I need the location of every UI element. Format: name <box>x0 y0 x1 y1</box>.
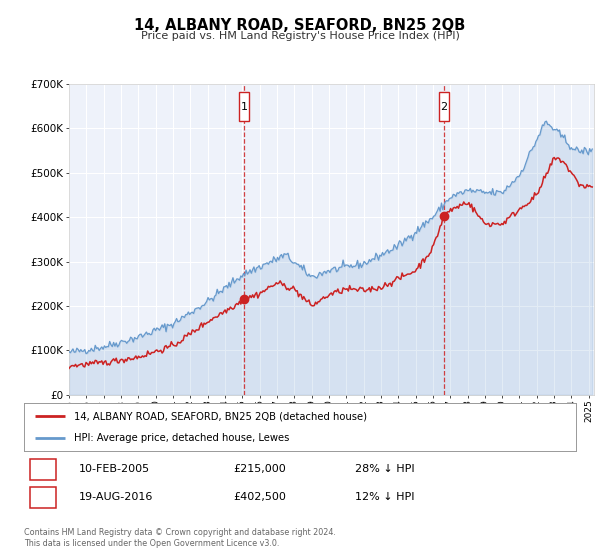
Text: 28% ↓ HPI: 28% ↓ HPI <box>355 464 415 474</box>
Bar <box>29 487 56 507</box>
Text: Price paid vs. HM Land Registry's House Price Index (HPI): Price paid vs. HM Land Registry's House … <box>140 31 460 41</box>
Text: 1: 1 <box>39 464 46 474</box>
Text: HPI: Average price, detached house, Lewes: HPI: Average price, detached house, Lewe… <box>74 433 289 443</box>
Text: Contains HM Land Registry data © Crown copyright and database right 2024.
This d: Contains HM Land Registry data © Crown c… <box>24 528 336 548</box>
Text: 2: 2 <box>440 101 448 111</box>
Text: 10-FEB-2005: 10-FEB-2005 <box>79 464 151 474</box>
Text: 1: 1 <box>241 101 248 111</box>
Bar <box>29 459 56 479</box>
Text: £215,000: £215,000 <box>234 464 287 474</box>
Text: 19-AUG-2016: 19-AUG-2016 <box>79 492 154 502</box>
Text: 2: 2 <box>39 492 46 502</box>
Bar <box>239 92 249 122</box>
Bar <box>439 92 449 122</box>
Text: 12% ↓ HPI: 12% ↓ HPI <box>355 492 415 502</box>
Text: 14, ALBANY ROAD, SEAFORD, BN25 2QB: 14, ALBANY ROAD, SEAFORD, BN25 2QB <box>134 18 466 33</box>
Text: £402,500: £402,500 <box>234 492 287 502</box>
Text: 14, ALBANY ROAD, SEAFORD, BN25 2QB (detached house): 14, ALBANY ROAD, SEAFORD, BN25 2QB (deta… <box>74 411 367 421</box>
